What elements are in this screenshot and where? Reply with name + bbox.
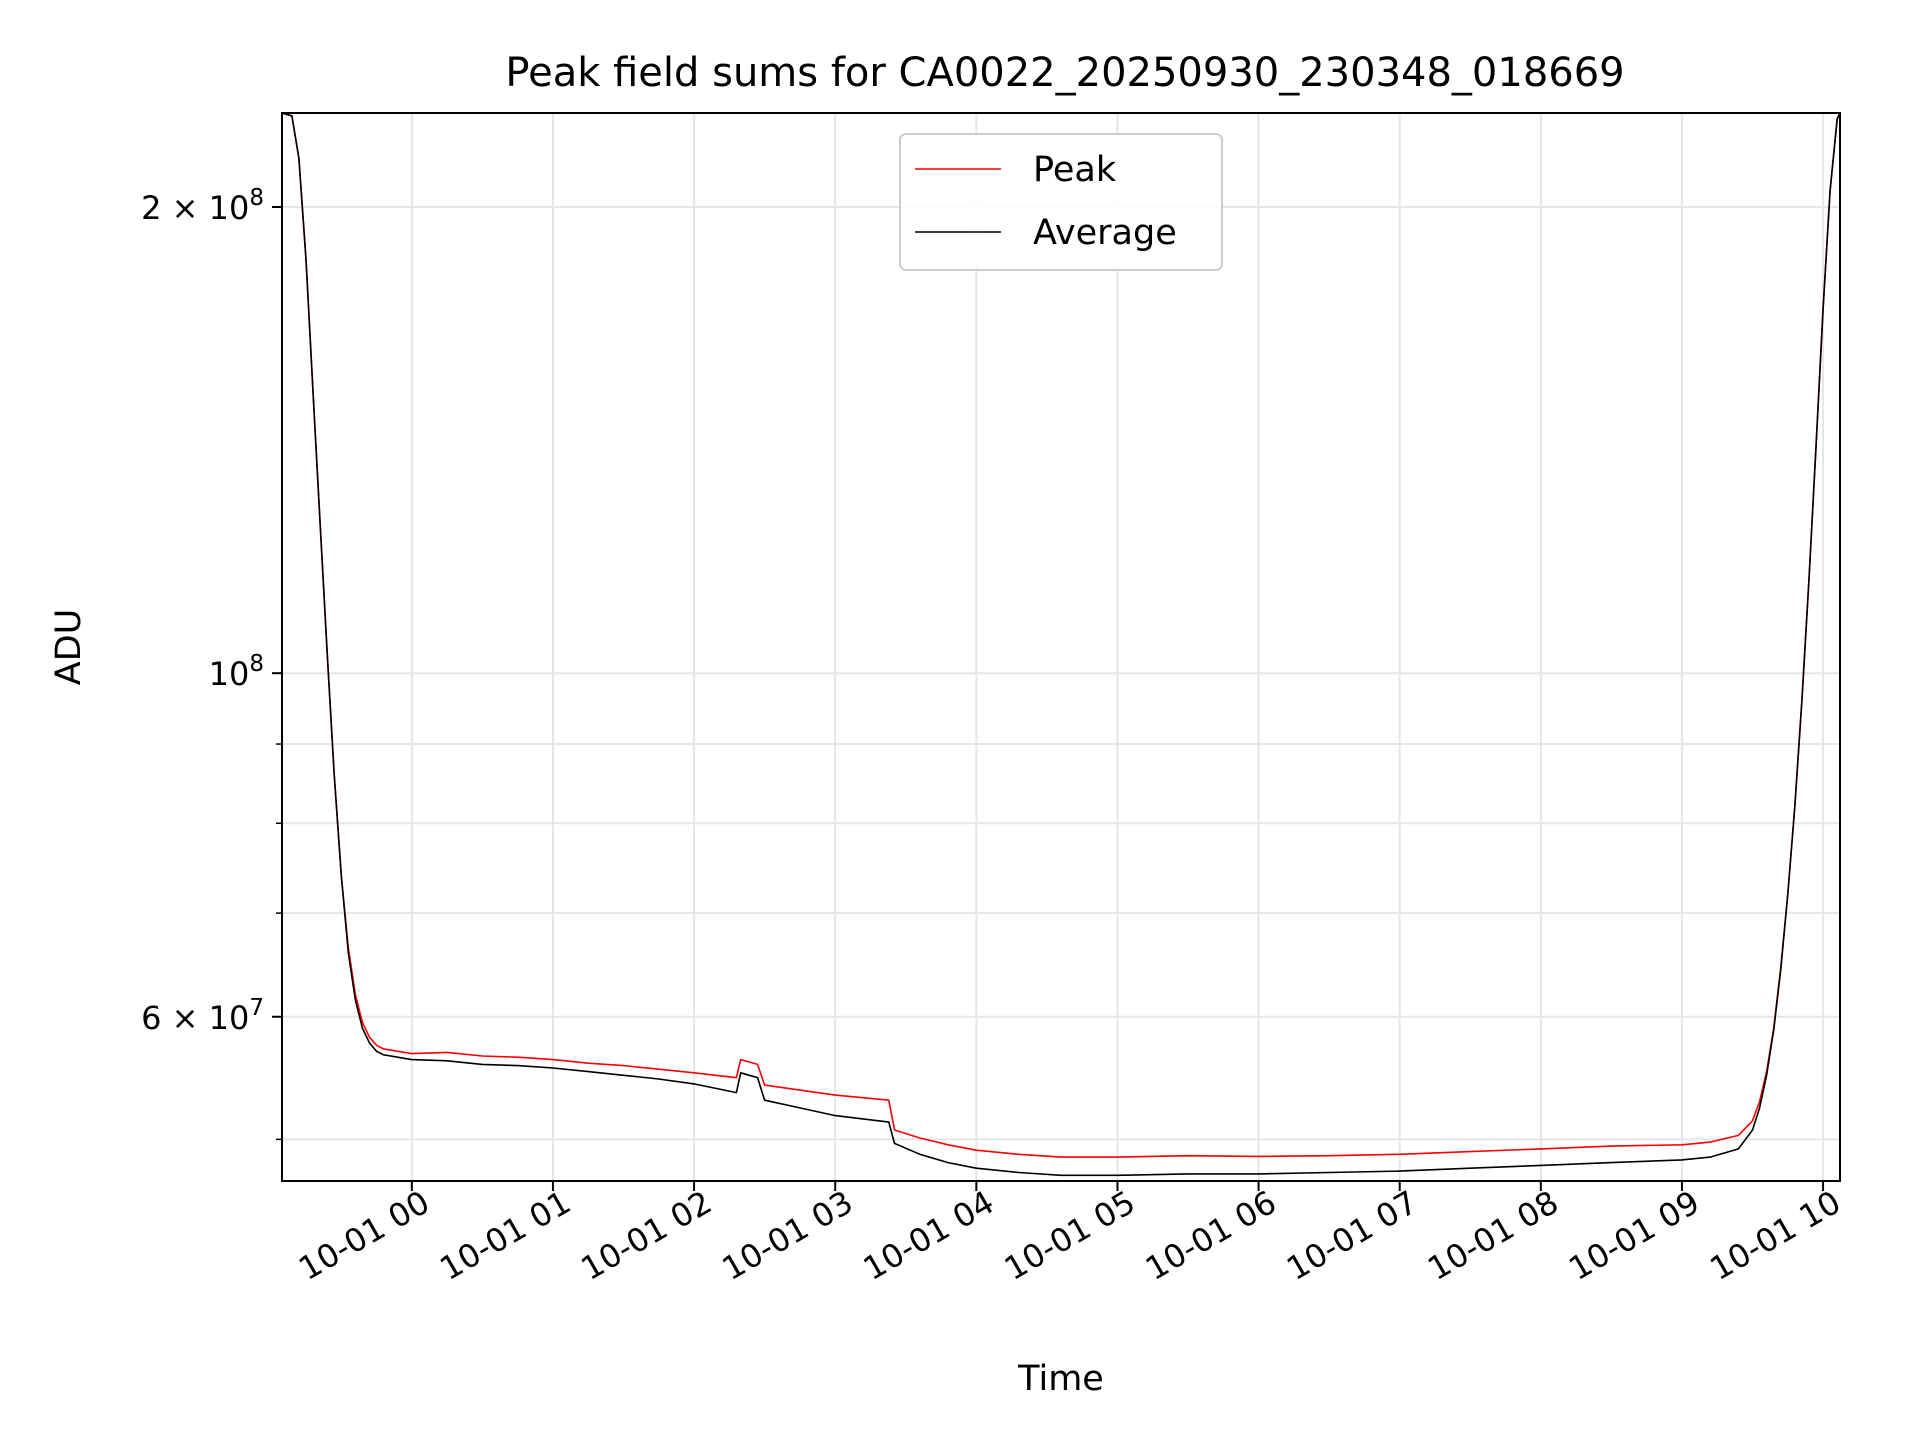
legend-frame	[899, 133, 1223, 271]
grid	[282, 113, 1840, 1181]
legend-label-peak: Peak	[1033, 150, 1117, 190]
y-tick-label: 2 × 108	[141, 185, 264, 227]
y-axis-label: ADU	[49, 609, 89, 686]
y-tick-label: 108	[209, 651, 264, 693]
series-layer	[282, 113, 1840, 1177]
y-tick-label: 6 × 107	[141, 995, 264, 1037]
legend: Peak Average	[899, 133, 1223, 271]
legend-label-average: Average	[1033, 213, 1177, 253]
chart-title: Peak field sums for CA0022_20250930_2303…	[505, 50, 1624, 96]
axes-frame	[281, 112, 1841, 1182]
series-line-average	[282, 113, 1840, 1177]
x-axis-label: Time	[1017, 1359, 1104, 1399]
